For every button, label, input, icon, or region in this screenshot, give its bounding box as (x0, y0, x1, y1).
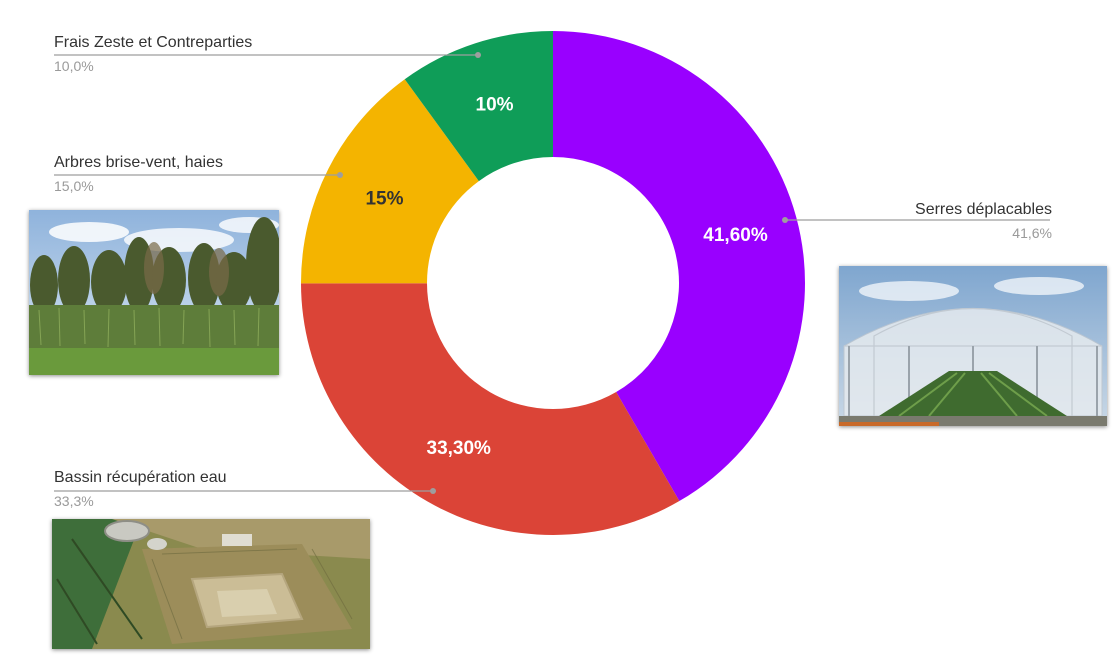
hedges-photo (29, 210, 279, 375)
slice-label-2: 15% (365, 188, 403, 209)
legend-name-serres: Serres déplacables (915, 201, 1052, 218)
legend-value-arbres: 15,0% (54, 178, 94, 194)
labels-layer: 41,60% 33,30% 15% 10% (365, 94, 767, 459)
legend-value-frais: 10,0% (54, 58, 94, 74)
slice-3 (404, 31, 553, 182)
greenhouse-photo (839, 266, 1107, 426)
pond-photo (52, 519, 370, 649)
leader-dot-3 (475, 52, 481, 58)
legend-name-bassin: Bassin récupération eau (54, 469, 227, 486)
legend-name-arbres: Arbres brise-vent, haies (54, 154, 223, 171)
slice-0 (553, 31, 805, 502)
slice-label-3: 10% (476, 94, 514, 115)
leader-dot-1 (430, 488, 436, 494)
slice-label-0: 41,60% (703, 225, 768, 246)
legend-name-frais: Frais Zeste et Contreparties (54, 34, 253, 51)
leader-dot-0 (782, 217, 788, 223)
leaders-layer (54, 52, 1050, 494)
slice-2 (301, 79, 479, 284)
legend-value-serres: 41,6% (1012, 225, 1052, 241)
leader-dot-2 (337, 172, 343, 178)
slice-label-1: 33,30% (427, 438, 492, 459)
legend-value-bassin: 33,3% (54, 493, 94, 509)
slices-layer (301, 31, 805, 535)
slice-1 (301, 283, 680, 535)
